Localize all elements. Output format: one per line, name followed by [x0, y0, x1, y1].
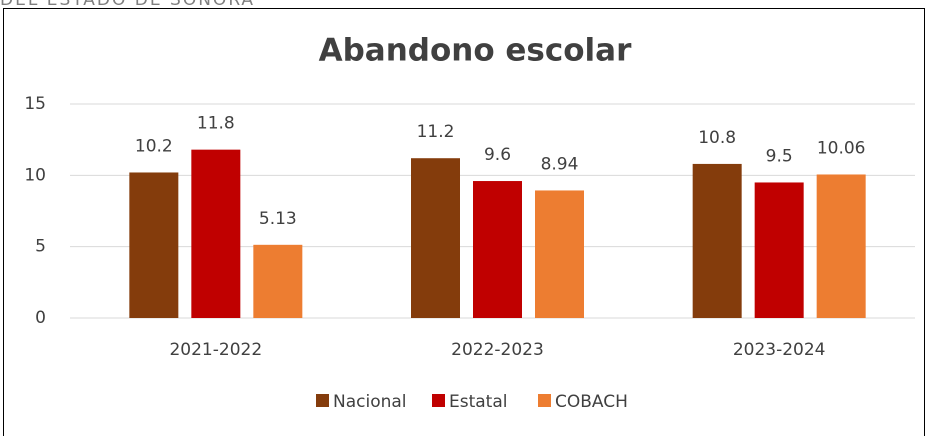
data-label: 8.94: [541, 154, 579, 174]
bar: [535, 190, 584, 318]
bar: [253, 244, 303, 318]
bar: [411, 158, 460, 318]
legend-swatch: [432, 394, 445, 407]
x-tick-label: 2021-2022: [169, 340, 262, 360]
data-label: 9.5: [766, 146, 793, 166]
bar: [816, 174, 866, 318]
header-fragment: DEL ESTADO DE SONORA: [0, 0, 255, 10]
legend-swatch: [538, 394, 551, 407]
x-tick-label: 2023-2024: [733, 340, 826, 360]
data-label: 11.8: [197, 114, 235, 134]
y-tick-label: 15: [24, 94, 46, 114]
y-tick-label: 10: [24, 165, 46, 185]
data-label: 10.8: [698, 128, 736, 148]
bar: [129, 172, 179, 318]
bar: [754, 182, 804, 318]
legend-label: Estatal: [449, 392, 508, 412]
legend-swatch: [316, 394, 329, 407]
legend-label: COBACH: [555, 392, 628, 412]
data-label: 11.2: [417, 122, 455, 142]
bar: [473, 181, 522, 318]
y-tick-label: 0: [35, 308, 46, 328]
data-label: 9.6: [484, 145, 511, 165]
legend-label: Nacional: [333, 392, 407, 412]
data-label: 10.2: [135, 136, 173, 156]
bar: [692, 163, 742, 318]
bar: [191, 149, 241, 318]
chart-title: Abandono escolar: [319, 33, 633, 69]
y-tick-label: 5: [35, 237, 46, 257]
data-label: 5.13: [259, 209, 297, 229]
x-tick-label: 2022-2023: [451, 340, 544, 360]
data-label: 10.06: [817, 138, 866, 158]
